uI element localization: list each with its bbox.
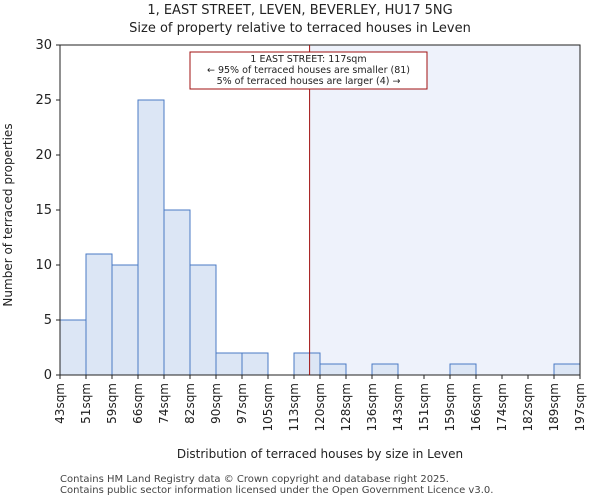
histogram-bar [241,352,269,376]
x-tick-label: 90sqm [209,383,223,424]
chart-subtitle: Size of property relative to terraced ho… [129,21,471,36]
y-tick-label: 0 [44,368,52,383]
y-tick-label: 30 [35,38,52,53]
x-tick-label: 120sqm [313,383,327,431]
x-axis-label: Distribution of terraced houses by size … [177,447,463,461]
histogram-bar [215,352,243,376]
histogram-bar [59,319,87,376]
y-tick-label: 5 [44,313,52,328]
x-tick-label: 66sqm [131,383,145,424]
x-tick-label: 197sqm [573,383,587,431]
histogram-bar [319,363,347,376]
histogram-bar [449,363,477,376]
x-tick-label: 97sqm [235,383,249,424]
histogram-chart: 0 5 10 15 20 25 30 43sqm 51sqm 59sqm 66sqm 74sqm 82s… [1,38,587,461]
x-tick-label: 51sqm [79,383,93,424]
histogram-bar [293,352,321,376]
x-tick-label: 151sqm [417,383,431,431]
x-tick-label: 59sqm [105,383,119,424]
histogram-bar [371,363,399,376]
x-tick-label: 136sqm [365,383,379,431]
x-tick-label: 74sqm [157,383,171,424]
x-tick-label: 43sqm [53,383,67,424]
x-tick-label: 174sqm [495,383,509,431]
histogram-bar [163,209,191,376]
x-tick-label: 143sqm [391,383,405,431]
x-tick-label: 166sqm [469,383,483,431]
chart-title: 1, EAST STREET, LEVEN, BEVERLEY, HU17 5N… [147,3,453,18]
x-tick-label: 113sqm [287,383,301,431]
x-tick-label: 159sqm [443,383,457,431]
histogram-bar [189,264,217,376]
annotation-text: 1 EAST STREET: 117sqm [250,54,366,65]
larger-region-highlight [309,45,580,375]
y-tick-label: 20 [35,148,52,163]
y-tick-label: 15 [35,203,52,218]
x-tick-label: 128sqm [339,383,353,431]
histogram-bar [553,363,581,376]
annotation-text: 5% of terraced houses are larger (4) → [217,76,401,87]
footer-licence: Contains public sector information licen… [60,485,494,496]
x-tick-label: 82sqm [183,383,197,424]
x-tick-label: 105sqm [261,383,275,431]
x-tick-label: 189sqm [547,383,561,431]
y-tick-label: 25 [35,93,52,108]
histogram-bar [85,253,113,376]
histogram-bar [137,99,165,376]
y-axis-label: Number of terraced properties [1,123,15,306]
x-tick-label: 182sqm [521,383,535,431]
annotation-box [189,51,428,90]
histogram-bar [111,264,139,376]
footer-copyright: Contains HM Land Registry data © Crown c… [60,474,449,485]
annotation-text: ← 95% of terraced houses are smaller (81… [207,65,410,76]
y-tick-label: 10 [35,258,52,273]
